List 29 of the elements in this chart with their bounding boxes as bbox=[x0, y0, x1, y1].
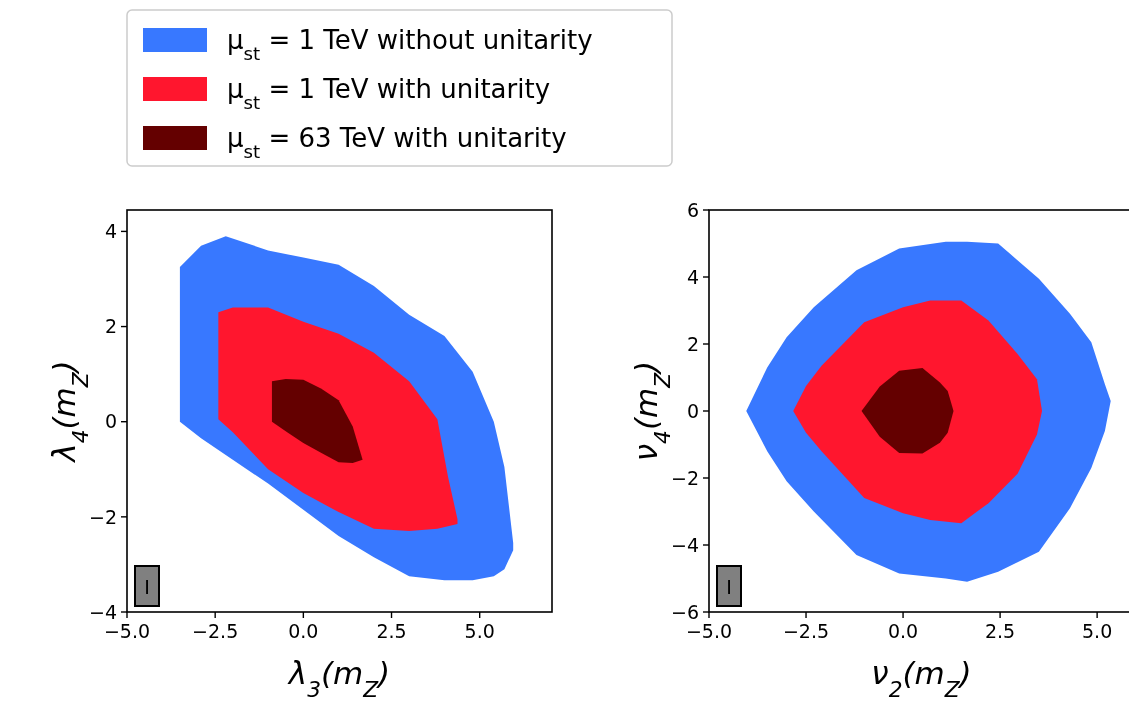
x-tick-label: −2.5 bbox=[192, 620, 239, 642]
y-tick-label: 6 bbox=[686, 198, 699, 221]
annotation: I bbox=[726, 576, 732, 598]
y-tick-label: 4 bbox=[686, 265, 699, 288]
x-tick-label: 2.5 bbox=[376, 620, 407, 642]
x-tick-label: −5.0 bbox=[685, 620, 733, 642]
x-tick-label: 0.0 bbox=[288, 620, 319, 642]
legend-label: μ$_{st}$ = 1 TeV with unitarity bbox=[227, 74, 551, 113]
x-tick-label: −2.5 bbox=[782, 620, 830, 642]
x-tick-label: −5.0 bbox=[103, 620, 151, 642]
annotation: I bbox=[144, 576, 150, 598]
x-tick-label: 5.0 bbox=[464, 620, 495, 642]
x-axis-title: λ$_{3}$(m$_{Z}$) bbox=[286, 655, 391, 702]
y-tick-label: 4 bbox=[104, 220, 117, 243]
y-tick-label: 2 bbox=[686, 332, 699, 355]
y-tick-label: −2 bbox=[88, 505, 117, 528]
legend-label: μ$_{st}$ = 1 TeV without unitarity bbox=[227, 25, 593, 64]
y-tick-label: 0 bbox=[686, 399, 699, 422]
y-tick-label: −2 bbox=[670, 466, 699, 489]
x-tick-label: 5.0 bbox=[1082, 620, 1113, 642]
x-tick-label: 2.5 bbox=[984, 620, 1016, 642]
y-tick-label: 2 bbox=[104, 315, 117, 338]
y-tick-label: 0 bbox=[104, 410, 117, 433]
x-tick-label: 0.0 bbox=[887, 620, 919, 642]
y-tick-label: −6 bbox=[670, 600, 699, 623]
legend-label: μ$_{st}$ = 63 TeV with unitarity bbox=[227, 123, 567, 162]
y-tick-label: −4 bbox=[670, 533, 699, 556]
x-axis-title: ν$_{2}$(m$_{Z}$) bbox=[871, 655, 972, 702]
y-tick-label: −4 bbox=[88, 600, 117, 623]
